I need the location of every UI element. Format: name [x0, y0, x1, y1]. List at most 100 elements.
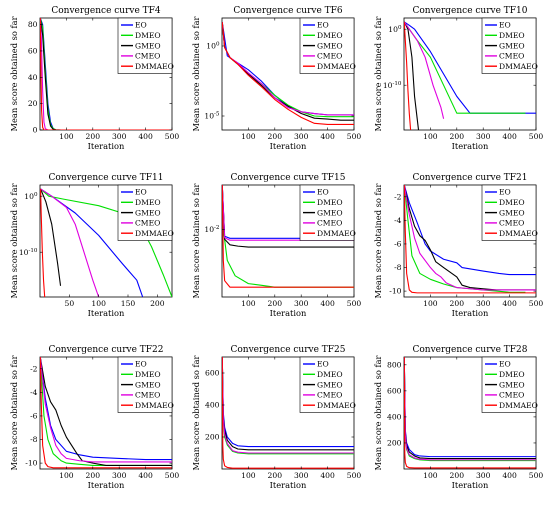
legend-label: GMEO — [317, 380, 343, 389]
legend-label: GMEO — [135, 208, 161, 217]
legend-label: DMEO — [135, 198, 161, 207]
x-tick-label: 100 — [423, 132, 438, 141]
series-line-cmeo — [404, 357, 536, 461]
y-tick-label: 400 — [205, 401, 220, 410]
x-tick-label: 400 — [138, 471, 153, 480]
series-line-dmmaeo — [404, 21, 412, 130]
x-axis-label: Iteration — [88, 308, 125, 318]
y-tick-label: 10-2 — [204, 225, 220, 234]
y-tick-label: -4 — [30, 388, 38, 397]
legend-label: DMEO — [135, 370, 161, 379]
x-tick-label: 100 — [423, 471, 438, 480]
x-tick-label: 100 — [91, 299, 106, 308]
x-tick-label: 300 — [294, 299, 309, 308]
series-line-gmeo — [404, 21, 420, 130]
series-group — [404, 357, 536, 469]
legend-label: DMEO — [499, 370, 525, 379]
x-tick-label: 300 — [294, 132, 309, 141]
y-tick-label: 100 — [388, 25, 402, 34]
x-axis-label: Iteration — [88, 480, 125, 490]
legend-label: DMEO — [135, 31, 161, 40]
y-axis-label: Mean score obtained so far — [9, 183, 19, 298]
series-line-gmeo — [40, 357, 172, 467]
chart-title: Convergence curve TF28 — [412, 345, 527, 355]
x-tick-label: 500 — [529, 471, 544, 480]
x-tick-label: 100 — [241, 471, 256, 480]
x-tick-label: 400 — [502, 471, 517, 480]
legend-label: GMEO — [317, 208, 343, 217]
chart-title: Convergence curve TF10 — [412, 6, 527, 16]
legend-label: DMEO — [499, 198, 525, 207]
series-group — [404, 185, 536, 294]
legend-label: GMEO — [135, 41, 161, 50]
series-line-dmmaeo — [40, 357, 172, 469]
y-tick-label: 200 — [387, 439, 402, 448]
y-tick-label: -2 — [394, 192, 402, 201]
x-tick-label: 400 — [502, 132, 517, 141]
legend-label: DMEO — [317, 31, 343, 40]
x-tick-label: 200 — [86, 471, 101, 480]
x-tick-label: 300 — [476, 299, 491, 308]
legend-label: CMEO — [317, 219, 342, 228]
x-tick-label: 150 — [121, 299, 136, 308]
x-tick-label: 400 — [138, 132, 153, 141]
y-axis-label: Mean score obtained so far — [373, 16, 383, 131]
y-axis-label: Mean score obtained so far — [191, 355, 201, 470]
x-tick-label: 200 — [450, 299, 465, 308]
y-tick-label: 80 — [28, 20, 38, 29]
y-tick-label: 10-5 — [204, 112, 220, 121]
series-line-eo — [404, 185, 536, 276]
series-line-cmeo — [404, 185, 536, 291]
y-tick-label: -8 — [30, 435, 38, 444]
series-group — [40, 357, 172, 469]
x-tick-label: 500 — [347, 132, 362, 141]
chart-title: Convergence curve TF6 — [233, 6, 343, 16]
legend-label: CMEO — [499, 52, 524, 61]
series-line-cmeo — [404, 21, 445, 119]
series-line-cmeo — [40, 357, 172, 463]
legend-label: EO — [135, 188, 147, 197]
y-tick-label: 100 — [206, 42, 220, 51]
legend-label: DMMAEO — [499, 229, 538, 238]
y-tick-label: -4 — [394, 216, 402, 225]
series-line-gmeo — [404, 185, 536, 291]
chart-panel: 100 200 300 400 500 10-2 Convergence curve TF1… — [191, 173, 361, 318]
legend-label: CMEO — [499, 219, 524, 228]
legend-label: GMEO — [317, 41, 343, 50]
chart-title: Convergence curve TF4 — [51, 6, 161, 16]
y-axis-label: Mean score obtained so far — [191, 183, 201, 298]
x-tick-label: 100 — [59, 132, 74, 141]
y-axis-label: Mean score obtained so far — [373, 183, 383, 298]
legend-label: CMEO — [135, 219, 160, 228]
x-tick-label: 200 — [150, 299, 165, 308]
legend-label: DMMAEO — [317, 229, 356, 238]
y-tick-label: -10 — [25, 459, 37, 468]
y-tick-label: 200 — [205, 433, 220, 442]
x-tick-label: 100 — [423, 299, 438, 308]
legend-label: EO — [317, 21, 329, 30]
legend-label: DMMAEO — [499, 62, 538, 71]
x-axis-label: Iteration — [452, 141, 489, 151]
legend-label: DMEO — [499, 31, 525, 40]
chart-panel: 100 200 300 400 500 0 20 40 60 80 Convergence curv… — [9, 6, 179, 151]
series-line-cmeo — [222, 357, 354, 454]
x-tick-label: 500 — [347, 299, 362, 308]
x-tick-label: 50 — [64, 299, 74, 308]
legend-label: EO — [317, 188, 329, 197]
x-tick-label: 400 — [502, 299, 517, 308]
series-line-dmeo — [40, 357, 172, 467]
x-tick-label: 400 — [320, 299, 335, 308]
y-tick-label: -8 — [394, 263, 402, 272]
x-tick-label: 300 — [112, 132, 127, 141]
y-axis-label: Mean score obtained so far — [9, 355, 19, 470]
x-tick-label: 500 — [165, 132, 180, 141]
y-tick-label: 800 — [387, 360, 402, 369]
x-tick-label: 200 — [268, 132, 283, 141]
legend-label: CMEO — [499, 391, 524, 400]
chart-title: Convergence curve TF11 — [48, 173, 163, 183]
y-axis-label: Mean score obtained so far — [191, 16, 201, 131]
